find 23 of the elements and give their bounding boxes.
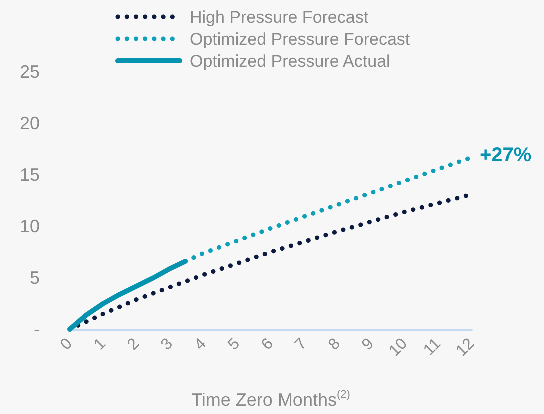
y-tick-label: 25 — [20, 62, 40, 82]
x-tick-label: 10 — [386, 335, 412, 360]
x-tick-label: 3 — [158, 335, 177, 354]
x-tick-label: 1 — [91, 335, 110, 354]
x-tick-label: 2 — [124, 335, 144, 354]
x-tick-label: 12 — [453, 335, 478, 360]
y-tick-label: 20 — [20, 114, 40, 134]
x-tick-label: 9 — [359, 335, 378, 354]
y-tick-label: 10 — [20, 216, 40, 236]
annotation: +27% — [480, 144, 532, 166]
legend-label: High Pressure Forecast — [190, 8, 369, 27]
legend-label: Optimized Pressure Forecast — [190, 30, 410, 49]
x-tick-label: 11 — [420, 335, 445, 360]
x-tick-label: 8 — [326, 335, 344, 354]
x-tick-label: 7 — [292, 335, 311, 354]
y-tick-label: 15 — [20, 165, 40, 185]
y-tick-label: 5 — [30, 268, 40, 288]
x-tick-label: 5 — [225, 335, 244, 354]
x-tick-label: 0 — [58, 335, 76, 354]
y-tick-label: - — [34, 320, 40, 340]
x-tick-label: 6 — [258, 335, 278, 354]
legend-label: Optimized Pressure Actual — [190, 52, 390, 71]
x-tick-label: 4 — [192, 335, 210, 354]
